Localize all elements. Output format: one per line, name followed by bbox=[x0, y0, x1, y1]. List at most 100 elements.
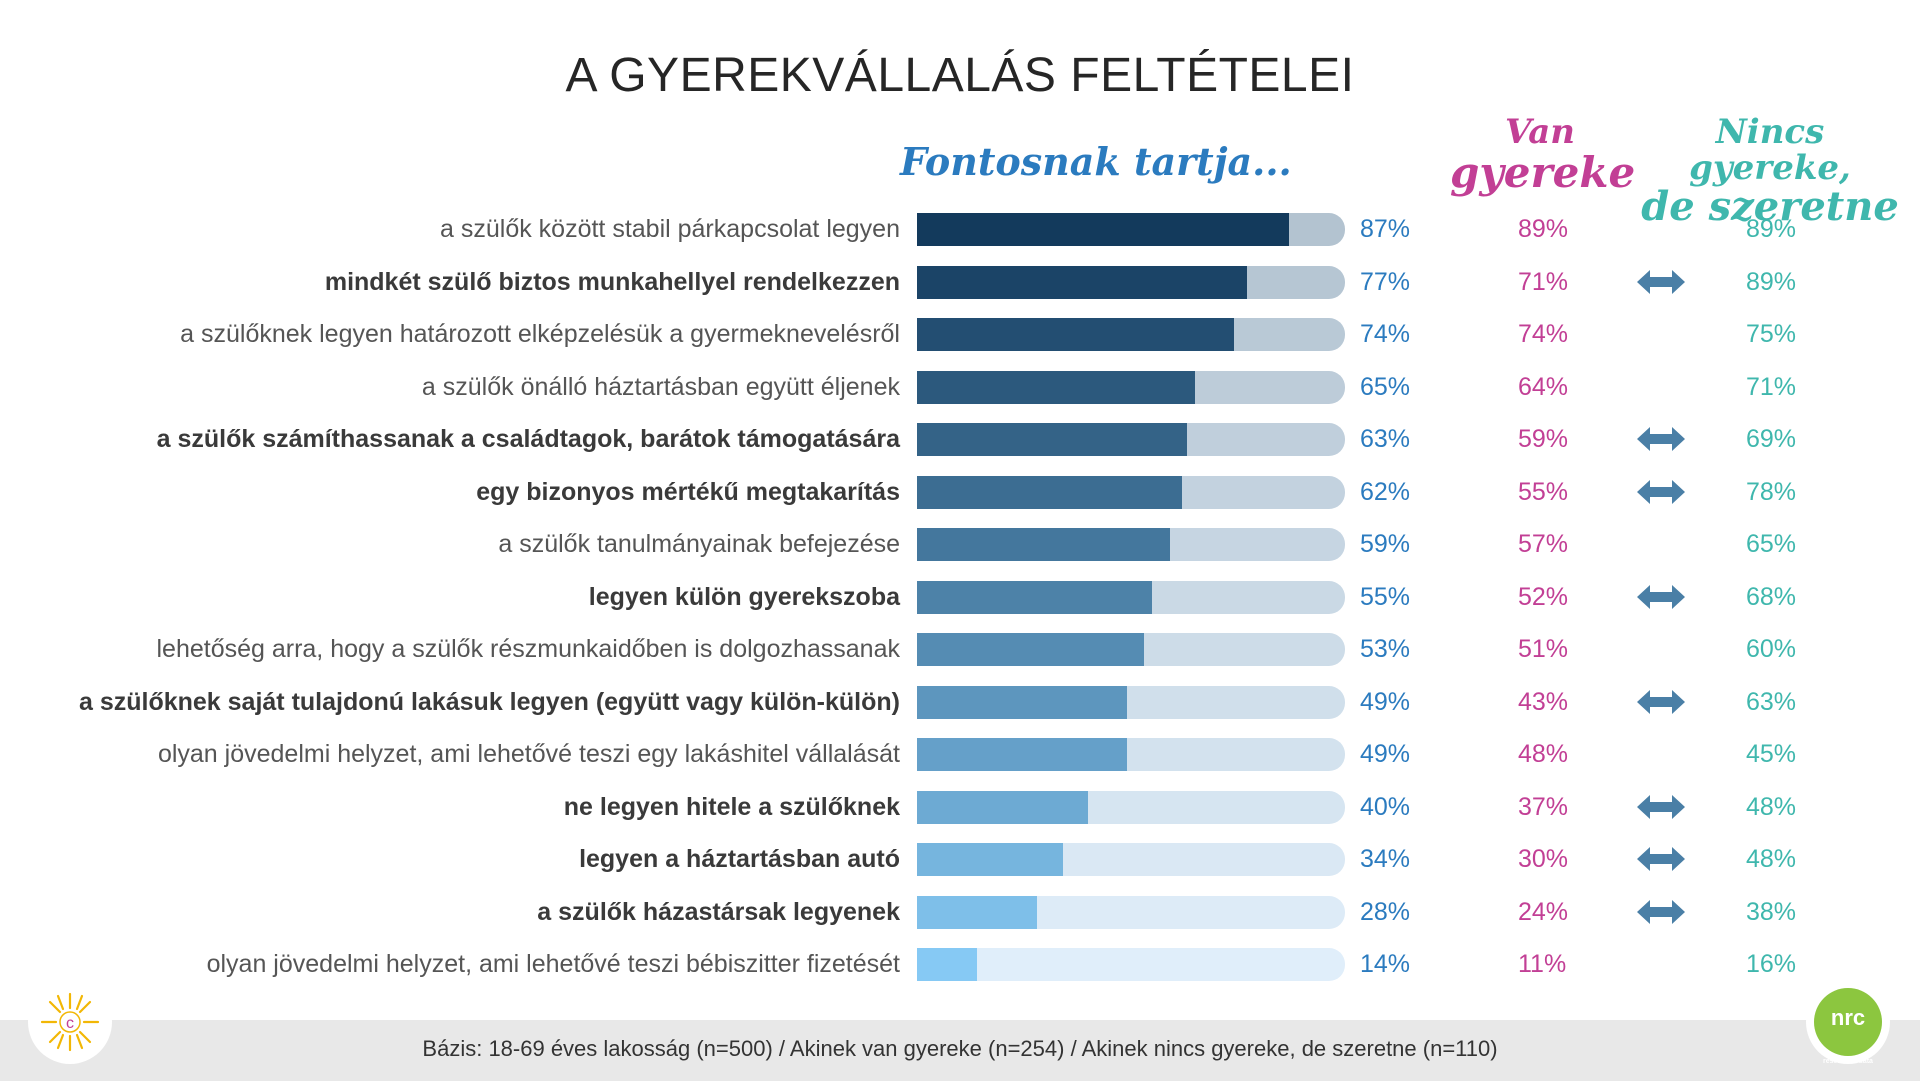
nincs-value-label: 48% bbox=[1746, 792, 1797, 821]
category-label: a szülők önálló háztartásban együtt élje… bbox=[421, 372, 900, 401]
nincs-value-label: 63% bbox=[1746, 687, 1797, 716]
main-value-label: 14% bbox=[1360, 950, 1411, 978]
bar-track bbox=[917, 790, 1345, 824]
chart-row: mindkét szülő biztos munkahellyel rendel… bbox=[0, 256, 1920, 308]
footer-bar: Bázis: 18-69 éves lakosság (n=500) / Aki… bbox=[0, 1020, 1920, 1081]
chart-row: a szülők között stabil párkapcsolat legy… bbox=[0, 203, 1920, 255]
sun-logo-letter: c bbox=[66, 1015, 74, 1032]
nincs-header-line2: de szeretne bbox=[1641, 183, 1899, 231]
double-arrow-icon bbox=[1637, 584, 1685, 609]
category-label: a szülők között stabil párkapcsolat legy… bbox=[440, 215, 900, 243]
chart-row: a szülők tanulmányainak befejezése 59% 57%… bbox=[0, 518, 1920, 570]
main-value-label: 53% bbox=[1360, 635, 1411, 663]
category-label: a szülőknek legyen határozott elképzelés… bbox=[180, 320, 900, 348]
category-label: olyan jövedelmi helyzet, ami lehetővé te… bbox=[157, 740, 900, 768]
nrc-logo-subtext: research • data bbox=[1823, 1058, 1873, 1065]
bar bbox=[917, 738, 1127, 771]
main-value-label: 59% bbox=[1360, 530, 1411, 558]
bar-track bbox=[917, 948, 1345, 981]
main-value-label: 62% bbox=[1360, 477, 1411, 506]
bar-track bbox=[917, 213, 1345, 246]
bar bbox=[917, 685, 1127, 719]
category-label: ne legyen hitele a szülőknek bbox=[563, 792, 900, 821]
nincs-gyereke-header: Nincs gyereke, de szeretne bbox=[1640, 114, 1900, 231]
bar bbox=[917, 475, 1183, 509]
chart-rows: a szülők között stabil párkapcsolat legy… bbox=[0, 203, 1920, 990]
nincs-value-label: 65% bbox=[1746, 530, 1797, 558]
main-value-label: 77% bbox=[1360, 267, 1411, 296]
van-value-label: 74% bbox=[1518, 320, 1569, 348]
bar-track bbox=[917, 738, 1345, 771]
main-value-label: 34% bbox=[1360, 845, 1411, 873]
van-gyereke-header: Van gyereke bbox=[1450, 112, 1635, 195]
bar-track bbox=[917, 580, 1345, 614]
bar bbox=[917, 318, 1234, 351]
chart-row: olyan jövedelmi helyzet, ami lehetővé te… bbox=[0, 728, 1920, 780]
bar bbox=[917, 370, 1196, 404]
van-value-label: 43% bbox=[1518, 687, 1569, 716]
category-label: a szülők számíthassanak a családtagok, b… bbox=[156, 425, 900, 453]
main-value-label: 63% bbox=[1360, 425, 1411, 453]
bar bbox=[917, 843, 1063, 876]
category-label: a szülőknek saját tulajdonú lakásuk legy… bbox=[78, 687, 900, 716]
main-value-label: 55% bbox=[1360, 582, 1411, 611]
sun-logo-icon: c bbox=[28, 980, 112, 1064]
van-value-label: 64% bbox=[1518, 372, 1569, 401]
nincs-value-label: 45% bbox=[1746, 740, 1797, 768]
double-arrow-icon bbox=[1637, 689, 1685, 714]
bar-track bbox=[917, 633, 1345, 666]
nincs-value-label: 38% bbox=[1746, 897, 1797, 926]
van-value-label: 55% bbox=[1518, 477, 1569, 506]
bar-track bbox=[917, 265, 1345, 299]
double-arrow-icon bbox=[1637, 847, 1685, 871]
van-value-label: 59% bbox=[1518, 425, 1569, 453]
chart-row: legyen a háztartásban autó 34% 30% 48% bbox=[0, 833, 1920, 885]
nincs-value-label: 71% bbox=[1746, 372, 1797, 401]
chart-row: legyen külön gyerekszoba 55% 52% 68% bbox=[0, 571, 1920, 623]
bar-track bbox=[917, 475, 1345, 509]
chart-row: olyan jövedelmi helyzet, ami lehetővé te… bbox=[0, 938, 1920, 990]
main-series-header: Fontosnak tartja... bbox=[900, 139, 1292, 184]
bar bbox=[917, 633, 1144, 666]
bar bbox=[917, 423, 1187, 456]
main-value-label: 65% bbox=[1360, 372, 1411, 401]
category-label: lehetőség arra, hogy a szülők részmunkai… bbox=[156, 635, 900, 663]
van-value-label: 57% bbox=[1518, 530, 1569, 558]
van-value-label: 52% bbox=[1518, 582, 1569, 611]
nincs-value-label: 89% bbox=[1746, 267, 1797, 296]
bar-track bbox=[917, 843, 1345, 876]
main-value-label: 40% bbox=[1360, 792, 1411, 821]
page-title: A GYEREKVÁLLALÁS FELTÉTELEI bbox=[565, 49, 1355, 102]
nrc-logo-text: nrc bbox=[1830, 1005, 1866, 1030]
chart-row: a szülők önálló háztartásban együtt élje… bbox=[0, 361, 1920, 413]
van-value-label: 30% bbox=[1518, 845, 1569, 873]
main-value-label: 74% bbox=[1360, 320, 1411, 348]
bar-track bbox=[917, 685, 1345, 719]
chart-row: a szülők házastársak legyenek 28% 24% 38% bbox=[0, 886, 1920, 938]
category-label: a szülők tanulmányainak befejezése bbox=[498, 530, 900, 558]
van-value-label: 24% bbox=[1518, 897, 1569, 926]
main-value-label: 87% bbox=[1360, 215, 1411, 243]
double-arrow-icon bbox=[1637, 427, 1685, 451]
van-value-label: 48% bbox=[1518, 740, 1569, 768]
category-label: egy bizonyos mértékű megtakarítás bbox=[476, 477, 900, 506]
main-value-label: 49% bbox=[1360, 687, 1411, 716]
bar bbox=[917, 528, 1170, 561]
nrc-logo-icon: nrc research • data bbox=[1806, 980, 1890, 1065]
bar bbox=[917, 948, 977, 981]
nincs-value-label: 16% bbox=[1746, 950, 1797, 978]
bar bbox=[917, 580, 1153, 614]
category-label: mindkét szülő biztos munkahellyel rendel… bbox=[324, 267, 900, 296]
nrc-logo-badge: nrc research • data bbox=[1814, 988, 1882, 1065]
bar bbox=[917, 895, 1037, 929]
double-arrow-icon bbox=[1637, 269, 1685, 294]
chart-row: a szülőknek legyen határozott elképzelés… bbox=[0, 308, 1920, 360]
double-arrow-icon bbox=[1637, 479, 1685, 504]
footer-base-note: Bázis: 18-69 éves lakosság (n=500) / Aki… bbox=[422, 1036, 1498, 1061]
double-arrow-icon bbox=[1637, 899, 1685, 924]
van-value-label: 71% bbox=[1518, 267, 1569, 296]
van-value-label: 51% bbox=[1518, 635, 1569, 663]
bar-track bbox=[917, 528, 1345, 561]
van-header-line1: Van bbox=[1504, 112, 1575, 152]
main-value-label: 49% bbox=[1360, 740, 1411, 768]
